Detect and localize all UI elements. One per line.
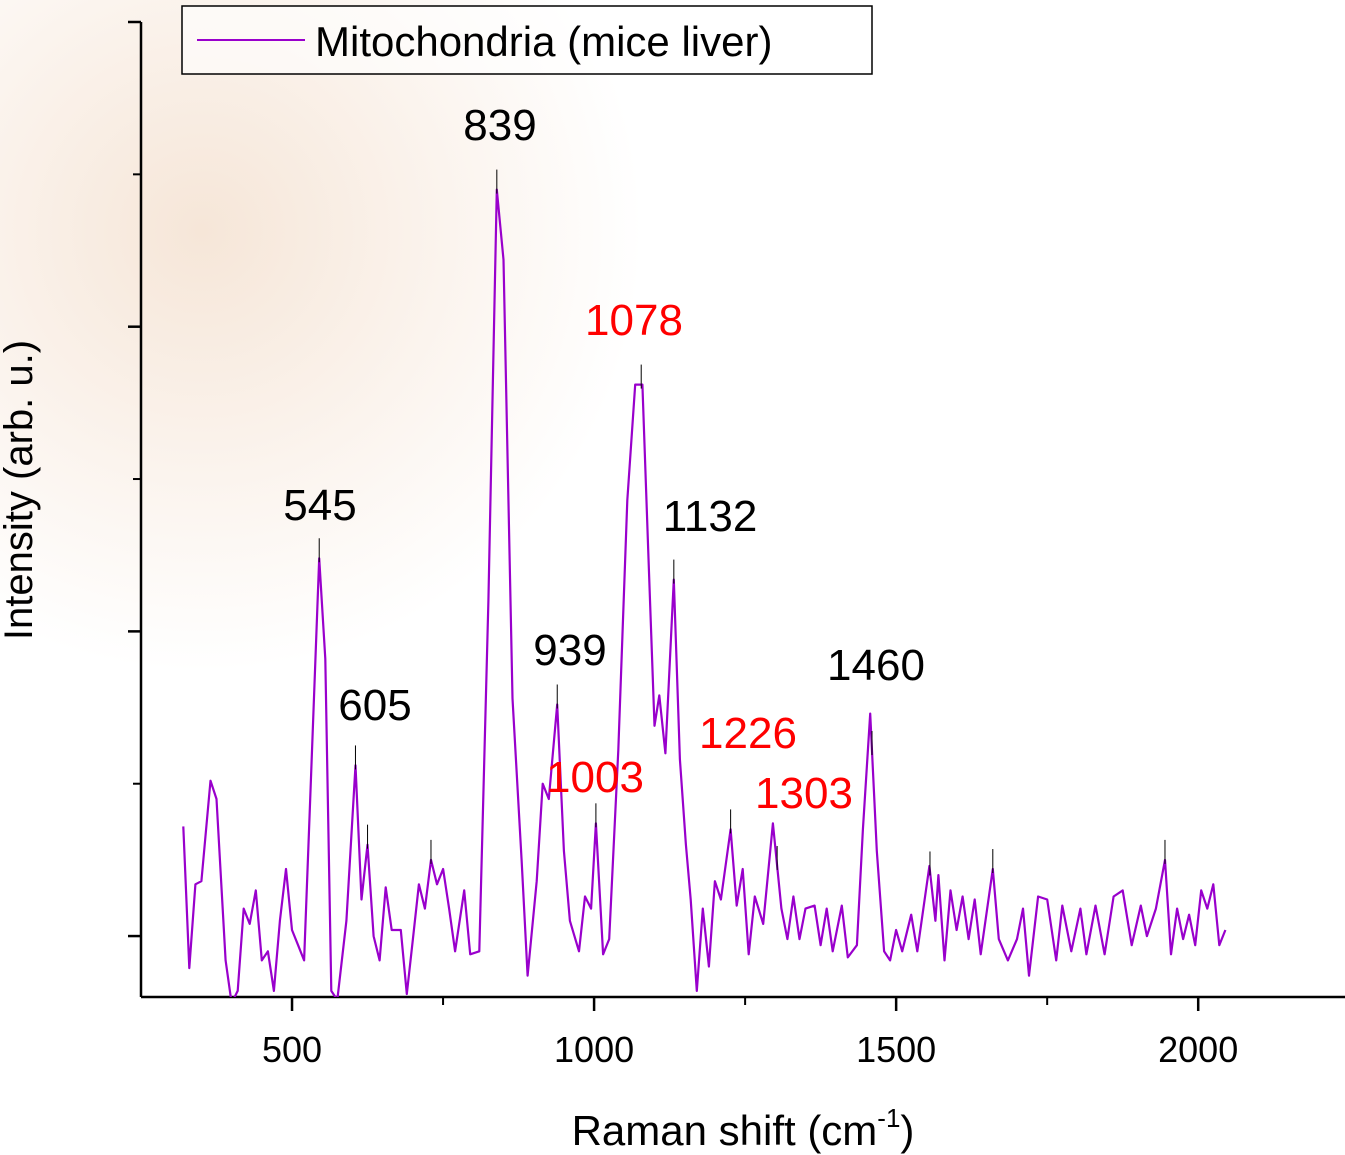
- peak-label: 1003: [546, 753, 644, 802]
- y-axis-label: Intensity (arb. u.): [0, 340, 41, 640]
- peak-label: 1078: [585, 296, 683, 345]
- peak-label: 939: [533, 626, 606, 675]
- peak-label: 1132: [663, 492, 758, 541]
- x-tick-label: 2000: [1158, 1029, 1238, 1070]
- peak-label: 1460: [827, 641, 925, 690]
- x-axis-label-sup: -1: [877, 1103, 900, 1133]
- peak-label: 839: [463, 101, 536, 150]
- peak-label: 1303: [755, 769, 853, 818]
- plot-area: [182, 188, 1227, 997]
- x-tick-label: 1000: [554, 1029, 634, 1070]
- legend-label: Mitochondria (mice liver): [315, 18, 772, 65]
- x-axis-label-text: Raman shift (cm: [572, 1107, 878, 1154]
- spectrum-line: [182, 188, 1227, 997]
- x-tick-label: 500: [262, 1029, 322, 1070]
- x-tick-label: 1500: [856, 1029, 936, 1070]
- peak-label: 1226: [699, 709, 797, 758]
- peak-label: 605: [338, 681, 411, 730]
- x-axis-label: Raman shift (cm-1): [572, 1103, 915, 1154]
- x-axis-label-text: ): [900, 1107, 914, 1154]
- peak-label: 545: [283, 481, 356, 530]
